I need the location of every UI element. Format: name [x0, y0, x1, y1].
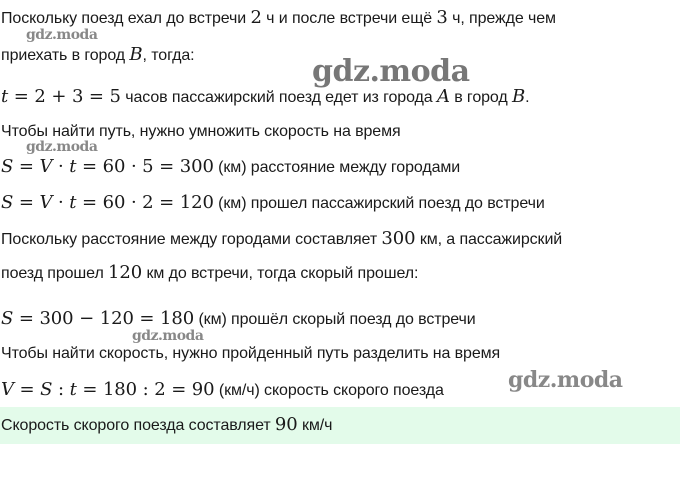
math-segment: A [436, 86, 450, 107]
math-segment: t [69, 192, 77, 213]
math-segment: t [69, 379, 77, 400]
math-segment: S [1, 192, 14, 213]
math-segment: = [13, 192, 40, 213]
text-line: V = S : t = 180 : 2 = 90 (км/ч) скорость… [1, 379, 444, 400]
text-line: Поскольку расстояние между городами сост… [1, 228, 562, 249]
text-segment: ч, прежде чем [447, 10, 556, 27]
math-segment: t [69, 156, 77, 177]
text-line: поезд прошел 120 км до встречи, тогда ск… [1, 262, 418, 283]
math-segment: 120 [108, 262, 143, 283]
text-line: S = V · t = 60 · 2 = 120 (км) прошел пас… [1, 192, 545, 213]
watermark: gdz.moda [26, 27, 98, 43]
math-segment: 3 [436, 7, 448, 28]
text-segment: приехать в город [1, 47, 130, 64]
text-segment: поезд прошел [1, 265, 109, 282]
math-segment: 300 [381, 228, 416, 249]
text-line: S = V · t = 60 · 5 = 300 (км) расстояние… [1, 156, 460, 177]
text-line: приехать в город B, тогда: [1, 44, 195, 65]
math-segment: = [13, 156, 40, 177]
math-segment: V [1, 379, 14, 400]
math-segment: = 180 : 2 = 90 [76, 379, 215, 400]
text-segment: Чтобы найти скорость, нужно пройденный п… [1, 345, 501, 362]
watermark: gdz.moda [312, 54, 470, 89]
watermark: gdz.moda [508, 367, 623, 393]
math-segment: S [1, 156, 14, 177]
text-line: Чтобы найти скорость, нужно пройденный п… [1, 345, 500, 363]
text-segment: (км) прошел пассажирский поезд до встреч… [213, 195, 545, 212]
text-segment: часов пассажирский поезд едет из города [120, 89, 437, 106]
math-segment: B [129, 44, 143, 65]
math-segment: · [52, 192, 70, 213]
text-segment: (км) прошёл скорый поезд до встречи [194, 311, 476, 328]
math-segment: = 60 · 5 = 300 [76, 156, 214, 177]
math-segment: = 2 + 3 = 5 [8, 86, 121, 107]
math-segment: · [52, 156, 70, 177]
text-segment: , тогда: [142, 47, 195, 64]
text-segment: км, а пассажирский [415, 231, 563, 248]
math-segment: 90 [274, 414, 298, 435]
text-segment: ч и после встречи ещё [261, 10, 437, 27]
text-segment: в город [449, 89, 512, 106]
watermark: gdz.moda [132, 328, 204, 344]
math-segment: 2 [250, 7, 262, 28]
text-line: Поскольку поезд ехал до встречи 2 ч и по… [1, 7, 556, 28]
answer-highlight [0, 407, 680, 444]
math-segment: B [511, 86, 526, 107]
math-segment: S [1, 308, 14, 329]
math-segment: V [39, 156, 53, 177]
watermark: gdz.moda [26, 139, 98, 155]
math-segment: t [1, 86, 9, 107]
text-segment: км до встречи, тогда скорый прошел: [142, 265, 419, 282]
math-segment: = 60 · 2 = 120 [76, 192, 214, 213]
math-segment: V [39, 192, 53, 213]
math-segment: = [13, 379, 41, 400]
text-segment: Чтобы найти путь, нужно умножить скорост… [1, 123, 401, 140]
text-segment: Скорость скорого поезда составляет [1, 417, 275, 434]
text-line: S = 300 − 120 = 180 (км) прошёл скорый п… [1, 308, 476, 329]
text-line: Чтобы найти путь, нужно умножить скорост… [1, 123, 401, 141]
text-segment: Поскольку расстояние между городами сост… [1, 231, 382, 248]
text-segment: км/ч [297, 417, 333, 434]
math-segment: : [52, 379, 70, 400]
answer-line: Скорость скорого поезда составляет 90 км… [1, 414, 332, 435]
text-segment: Поскольку поезд ехал до встречи [1, 10, 251, 27]
text-segment: (км) расстояние между городами [213, 159, 461, 176]
math-segment: = 300 − 120 = 180 [13, 308, 195, 329]
text-line: t = 2 + 3 = 5 часов пассажирский поезд е… [1, 86, 530, 107]
text-segment: (км/ч) скорость скорого поезда [214, 382, 444, 399]
math-segment: S [40, 379, 53, 400]
text-segment: . [525, 89, 530, 106]
